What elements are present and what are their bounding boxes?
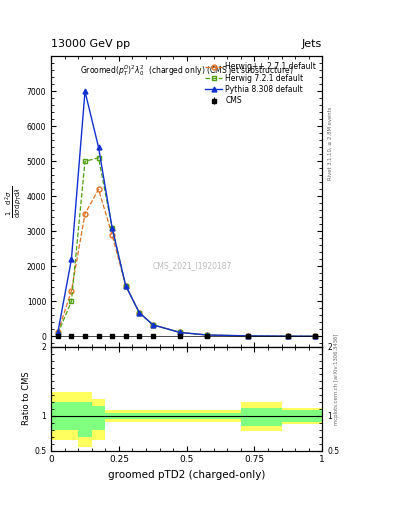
Herwig 7.2.1 default [83,158,87,164]
Herwig++ 2.7.1 default [205,332,209,338]
Text: 13000 GeV pp: 13000 GeV pp [51,38,130,49]
Line: Herwig++ 2.7.1 default: Herwig++ 2.7.1 default [55,187,318,338]
Text: Jets: Jets [302,38,322,49]
Pythia 8.308 default [137,309,141,315]
Pythia 8.308 default [69,256,74,262]
Herwig 7.2.1 default [123,283,128,289]
Pythia 8.308 default [96,144,101,151]
Herwig 7.2.1 default [137,309,141,315]
Herwig 7.2.1 default [245,333,250,339]
Herwig++ 2.7.1 default [83,211,87,217]
Herwig++ 2.7.1 default [151,322,155,328]
Legend: Herwig++ 2.7.1 default, Herwig 7.2.1 default, Pythia 8.308 default, CMS: Herwig++ 2.7.1 default, Herwig 7.2.1 def… [203,60,318,108]
Pythia 8.308 default [55,329,60,335]
Herwig 7.2.1 default [205,332,209,338]
Pythia 8.308 default [123,283,128,289]
Herwig++ 2.7.1 default [178,329,182,335]
Text: mcplots.cern.ch [arXiv:1306.3436]: mcplots.cern.ch [arXiv:1306.3436] [334,333,339,424]
Text: Rivet 3.1.10, ≥ 2.8M events: Rivet 3.1.10, ≥ 2.8M events [328,106,333,180]
Herwig 7.2.1 default [151,322,155,328]
Herwig 7.2.1 default [178,329,182,335]
Herwig 7.2.1 default [313,333,318,339]
Y-axis label: Ratio to CMS: Ratio to CMS [22,372,31,425]
Line: Herwig 7.2.1 default: Herwig 7.2.1 default [55,155,318,338]
Herwig++ 2.7.1 default [245,333,250,339]
Pythia 8.308 default [151,322,155,328]
Herwig 7.2.1 default [69,298,74,305]
Herwig++ 2.7.1 default [96,186,101,193]
Herwig 7.2.1 default [55,330,60,336]
Herwig++ 2.7.1 default [313,333,318,339]
Herwig 7.2.1 default [110,225,114,231]
Text: CMS_2021_I1920187: CMS_2021_I1920187 [152,261,232,270]
Pythia 8.308 default [286,333,291,339]
Herwig 7.2.1 default [96,155,101,161]
Text: Groomed$(p_T^D)^2\lambda_0^2$  (charged only) (CMS jet substructure): Groomed$(p_T^D)^2\lambda_0^2$ (charged o… [80,63,294,78]
Herwig 7.2.1 default [286,333,291,339]
Herwig++ 2.7.1 default [55,329,60,335]
Herwig++ 2.7.1 default [110,232,114,238]
Y-axis label: $\frac{1}{\mathrm{d}\sigma}\frac{\mathrm{d}^2\sigma}{\mathrm{d}p_T\mathrm{d}\lam: $\frac{1}{\mathrm{d}\sigma}\frac{\mathrm… [3,185,24,218]
Pythia 8.308 default [83,88,87,94]
Pythia 8.308 default [205,332,209,338]
Herwig++ 2.7.1 default [286,333,291,339]
Line: Pythia 8.308 default: Pythia 8.308 default [55,89,318,338]
X-axis label: groomed pTD2 (charged-only): groomed pTD2 (charged-only) [108,470,265,480]
Pythia 8.308 default [313,333,318,339]
Pythia 8.308 default [178,329,182,335]
Herwig++ 2.7.1 default [123,283,128,289]
Herwig++ 2.7.1 default [69,288,74,294]
Pythia 8.308 default [245,333,250,339]
Herwig++ 2.7.1 default [137,309,141,315]
Pythia 8.308 default [110,225,114,231]
